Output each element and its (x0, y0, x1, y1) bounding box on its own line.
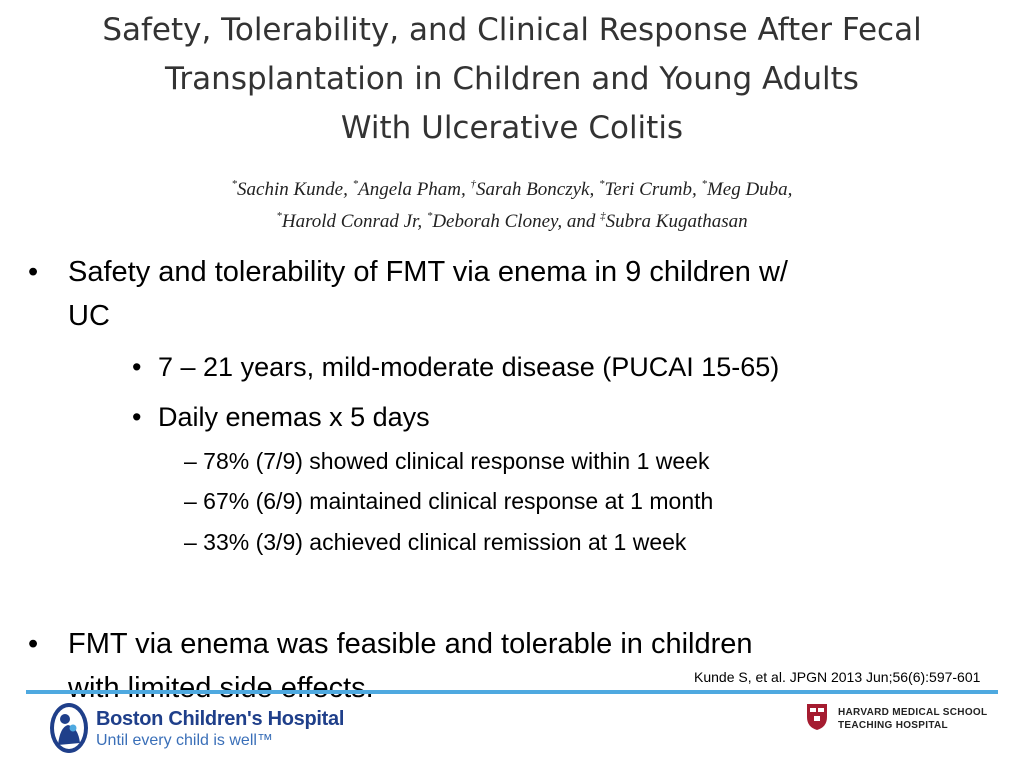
sub-bullet-age: • 7 – 21 years, mild-moderate disease (PU… (132, 350, 779, 384)
title-line: With Ulcerative Colitis (340, 110, 684, 146)
bullet-dot: • (132, 402, 142, 432)
affiliation-mark: ‡ (600, 210, 606, 222)
harvard-shield-icon (807, 704, 827, 730)
hms-line: HARVARD MEDICAL SCHOOL (838, 707, 988, 718)
affiliation-mark: * (352, 178, 359, 190)
author-name: Meg Duba, (706, 179, 793, 200)
bullet-text: UC (68, 300, 110, 332)
boston-childrens-logo-icon (50, 703, 88, 753)
author-name: Subra Kugathasan (605, 211, 748, 232)
bch-tagline: Until every child is well™ (96, 732, 273, 749)
affiliation-mark: * (276, 210, 282, 222)
hms-label: HARVARD MEDICAL SCHOOL TEACHING HOSPITAL (838, 706, 987, 732)
footer-divider (26, 690, 998, 694)
affiliation-mark: * (598, 178, 605, 190)
title-line: Transplantation in Children and Young Ad… (165, 61, 859, 97)
author-name: Sarah Bonczyk, (476, 179, 599, 200)
sub-bullet-text: 7 – 21 years, mild-moderate disease (PUC… (158, 352, 780, 382)
result-response-1-month: – 67% (6/9) maintained clinical response… (184, 488, 714, 514)
bullet-text: with limited side effects. (68, 672, 374, 704)
slide-title: Safety, Tolerability, and Clinical Respo… (0, 6, 1024, 153)
affiliation-mark: * (426, 210, 433, 222)
bullet-text: FMT via enema was feasible and tolerable… (68, 628, 753, 660)
affiliation-mark: * (701, 178, 707, 190)
author-name: Deborah Cloney, and (432, 211, 601, 232)
bch-name: Boston Children's Hospital (96, 708, 345, 730)
citation: Kunde S, et al. JPGN 2013 Jun;56(6):597-… (694, 669, 981, 685)
author-name: Angela Pham, (358, 179, 471, 200)
sub-bullet-dosing: • Daily enemas x 5 days (132, 400, 430, 434)
result-remission-1-week: – 33% (3/9) achieved clinical remission … (184, 529, 687, 555)
author-name: Sachin Kunde, (237, 179, 353, 200)
affiliation-mark: * (231, 178, 238, 190)
author-name: Teri Crumb, (604, 179, 702, 200)
result-response-1-week: – 78% (7/9) showed clinical response wit… (184, 448, 710, 474)
bullet-dot: • (28, 256, 39, 288)
author-line: *Sachin Kunde, *Angela Pham, †Sarah Bonc… (0, 171, 1024, 203)
affiliation-mark: † (470, 178, 477, 190)
author-list: *Sachin Kunde, *Angela Pham, †Sarah Bonc… (0, 171, 1024, 235)
bullet-text: Safety and tolerability of FMT via enema… (68, 256, 788, 288)
author-name: Harold Conrad Jr, (281, 211, 427, 232)
bullet-dot: • (132, 352, 142, 382)
hms-line: TEACHING HOSPITAL (838, 720, 948, 731)
bullet-dot: • (28, 628, 39, 660)
title-line: Safety, Tolerability, and Clinical Respo… (102, 12, 922, 48)
author-line: *Harold Conrad Jr, *Deborah Cloney, and … (0, 203, 1024, 235)
sub-bullet-text: Daily enemas x 5 days (158, 402, 430, 432)
